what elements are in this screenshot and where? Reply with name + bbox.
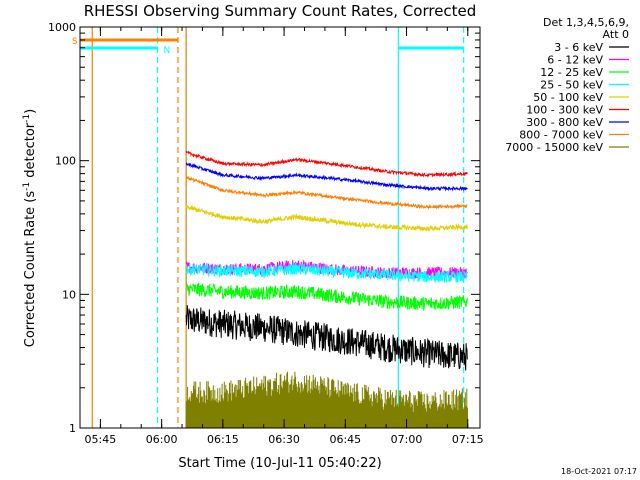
x-tick-label: 06:45 (329, 433, 361, 446)
legend-label-0: 3 - 6 keV (554, 41, 603, 54)
plot-frame (79, 26, 481, 429)
legend-header-line-2: Att 0 (603, 28, 629, 41)
x-tick-label: 07:15 (452, 433, 484, 446)
series-line-7 (185, 175, 468, 210)
x-tick-label: 06:00 (146, 433, 178, 446)
legend-header-line-1: Det 1,3,4,5,6,9, (543, 16, 629, 29)
x-axis-label: Start Time (10-Jul-11 05:40:22) (178, 456, 381, 471)
plot-series (185, 150, 468, 428)
x-tick-label: 07:00 (391, 433, 423, 446)
x-tick-label: 05:45 (85, 433, 117, 446)
y-axis-label-main: Corrected Count Rate (s (23, 191, 38, 348)
x-tick-label: 06:15 (207, 433, 239, 446)
x-tick-label: 06:30 (268, 433, 300, 446)
series-line-4 (185, 204, 468, 232)
series-line-2 (185, 281, 468, 311)
y-axis-label-end: ) (23, 109, 38, 114)
legend-header: Det 1,3,4,5,6,9, Att 0 (543, 16, 629, 41)
y-axis-label-sup1: -1 (22, 182, 32, 191)
y-axis-label: Corrected Count Rate (s-1 detector-1) (22, 109, 38, 347)
x-axis: 05:45 06:00 06:15 06:30 06:45 07:00 07:15 (79, 27, 484, 446)
y-axis-label-mid: detector (23, 122, 38, 182)
y-tick-label: 1000 (48, 21, 76, 34)
chart-title: RHESSI Observing Summary Count Rates, Co… (84, 2, 477, 20)
s-flag-label: S (72, 37, 78, 47)
legend-label-5: 100 - 300 keV (526, 104, 603, 117)
legend-label-1: 6 - 12 keV (547, 54, 603, 67)
footer-date: 18-Oct-2021 07:17 (561, 467, 637, 476)
legend-label-8: 7000 - 15000 keV (505, 141, 603, 154)
series-line-5 (185, 150, 468, 179)
y-tick-label: 10 (62, 288, 76, 301)
y-tick-label: 100 (55, 155, 76, 168)
legend-label-4: 50 - 100 keV (533, 91, 603, 104)
series-line-3 (185, 262, 468, 283)
y-axis: 1 10 100 1000 (48, 21, 480, 435)
series-line-8 (185, 371, 468, 428)
legend-label-6: 300 - 800 keV (526, 116, 603, 129)
n-flag-label: N (164, 46, 171, 56)
series-line-0 (185, 305, 468, 371)
y-tick-label: 1 (69, 422, 76, 435)
y-axis-label-sup2: -1 (22, 114, 32, 123)
legend-label-2: 12 - 25 keV (540, 66, 603, 79)
series-line-6 (185, 162, 468, 192)
legend-label-7: 800 - 7000 keV (519, 129, 603, 142)
legend-label-3: 25 - 50 keV (540, 79, 603, 92)
